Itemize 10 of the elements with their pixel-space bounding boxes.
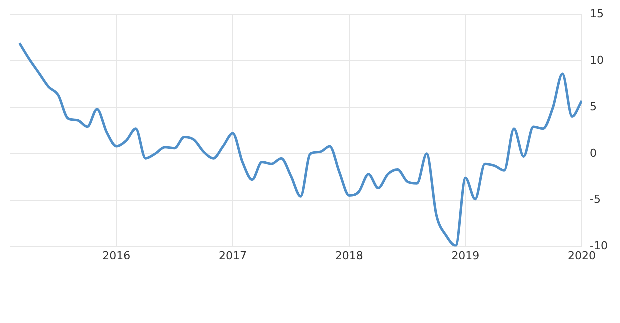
- x-tick-label: 2019: [452, 249, 480, 262]
- x-tick-label: 2017: [218, 249, 247, 262]
- x-tick-label: 2016: [102, 249, 131, 262]
- y-tick-label: -5: [590, 193, 602, 206]
- y-tick-label: 15: [590, 7, 604, 20]
- y-tick-label: 0: [590, 146, 598, 160]
- x-tick-label: 2018: [335, 249, 364, 262]
- y-tick-label: 10: [590, 54, 604, 67]
- y-tick-label: 5: [590, 100, 598, 114]
- line-series: [18, 42, 582, 247]
